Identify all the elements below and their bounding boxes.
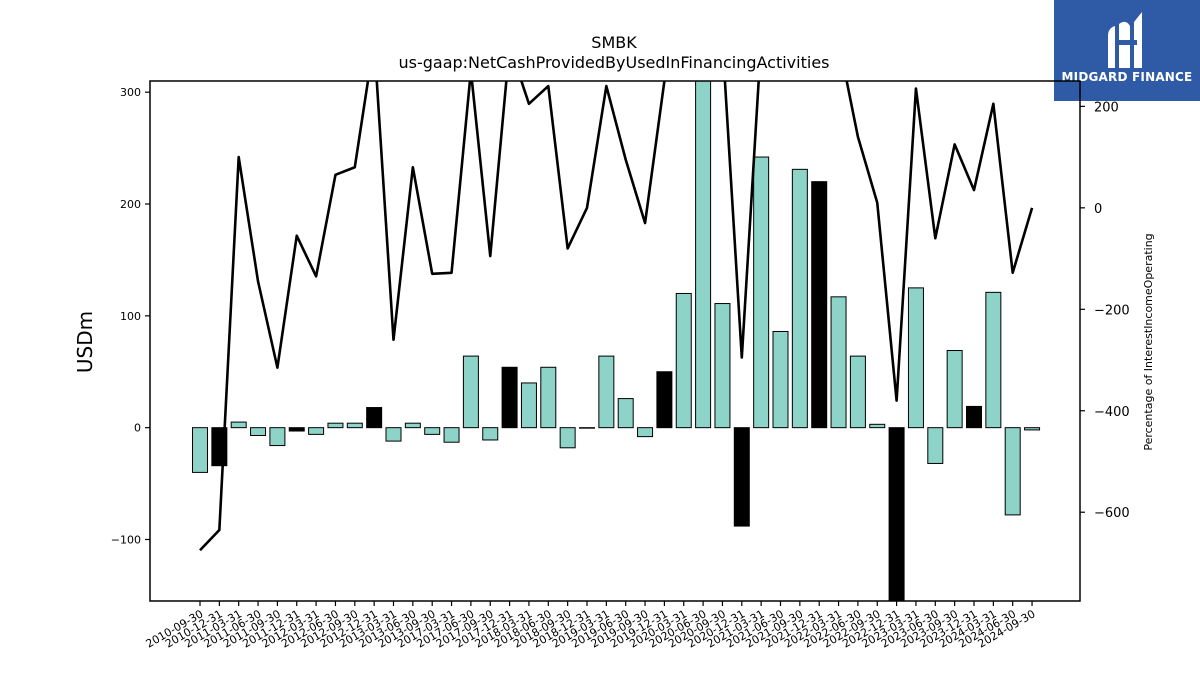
bar [424,427,441,435]
bar [637,427,654,438]
y-right-tick-label: −600 [1094,506,1130,521]
midgard-finance-logo: MIDGARD FINANCE [1054,0,1200,101]
bar [907,287,924,429]
bar [733,427,750,527]
bar [1004,427,1021,516]
y-tick-label: 300 [120,86,141,99]
bar [346,422,363,429]
bar [946,350,963,429]
bar [695,81,712,429]
bar [192,427,208,473]
bar [327,422,344,429]
bar [966,405,982,429]
bar [811,181,828,429]
bar [443,427,460,443]
y-tick-label: 0 [134,422,141,435]
bar [1024,427,1041,431]
bar [230,421,247,429]
bar [753,156,770,429]
y-axis-right-label: Percentage of InterestIncomeOperating [1142,233,1155,450]
y-right-tick-label: 200 [1094,100,1119,115]
bar [250,427,267,437]
y-tick-label: −100 [111,533,141,546]
y-right-tick-label: 0 [1094,202,1102,217]
y-right-tick-label: −200 [1094,303,1130,318]
chart-title: SMBK [591,33,637,52]
bar [520,382,537,429]
bar [617,398,634,429]
bar [714,303,731,429]
bar [791,168,808,429]
bar [269,427,286,447]
bar [675,292,692,429]
bar [849,355,866,429]
logo-text: MIDGARD FINANCE [1061,70,1193,84]
bar [598,355,615,429]
bar [501,366,518,429]
y-right-tick-label: −400 [1094,405,1130,420]
bar [656,371,673,429]
midgard-m-logo-icon [1108,12,1142,68]
bar [559,427,576,449]
plot-frame [149,80,1081,602]
y-tick-label: 200 [120,198,141,211]
bar [308,427,325,435]
bar [288,427,305,432]
bar [869,423,886,429]
bar [772,330,789,429]
chart-subtitle: us-gaap:NetCashProvidedByUsedInFinancing… [398,53,829,72]
series-line [199,81,1034,552]
y-axis-label: USDm [73,311,97,373]
bar [927,427,944,464]
y-tick-label: 100 [120,310,141,323]
bar [540,366,557,429]
bar [385,427,402,442]
bar [404,422,421,429]
bar [579,427,595,429]
bar [985,291,1002,429]
bar [888,427,905,601]
bar [482,427,499,441]
bar [830,296,847,429]
bar [366,407,383,429]
bar [462,355,479,429]
